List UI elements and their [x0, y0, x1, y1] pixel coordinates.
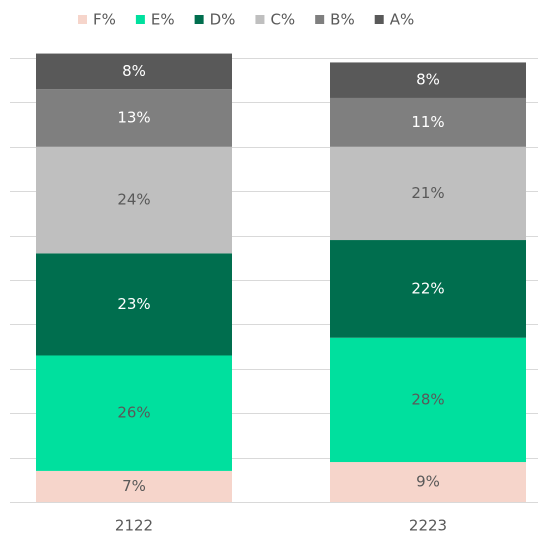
- data-label: 7%: [122, 477, 146, 495]
- legend-swatch: [194, 15, 204, 24]
- bar-segment: [330, 240, 526, 338]
- bar-segment: [36, 253, 232, 356]
- bar-segment: [36, 89, 232, 147]
- legend-label: D%: [210, 11, 236, 29]
- data-label: 23%: [117, 295, 150, 313]
- data-label: 8%: [122, 62, 146, 80]
- bar-segment: [36, 53, 232, 90]
- bar-segment: [330, 62, 526, 98]
- bar-segment: [36, 470, 232, 502]
- data-label: 28%: [411, 390, 444, 408]
- legend-swatch: [315, 15, 325, 24]
- bar-segment: [330, 97, 526, 147]
- data-label: 9%: [416, 473, 440, 491]
- legend-swatch: [78, 15, 87, 24]
- bar-segment: [330, 146, 526, 241]
- data-label: 11%: [411, 113, 444, 131]
- bar-segment: [36, 355, 232, 471]
- legend-swatch: [255, 15, 265, 24]
- legend-label: E%: [151, 11, 175, 29]
- data-label: 21%: [411, 184, 444, 202]
- data-label: 24%: [117, 191, 150, 209]
- data-label: 26%: [117, 404, 150, 422]
- legend-label: F%: [93, 11, 116, 29]
- bar-segment: [330, 462, 526, 502]
- bar-segment: [36, 146, 232, 254]
- legend-label: C%: [270, 11, 295, 29]
- data-label: 8%: [416, 71, 440, 89]
- data-label: 13%: [117, 108, 150, 126]
- bar-segment: [330, 337, 526, 463]
- x-tick-label: 2122: [115, 517, 153, 535]
- legend-swatch: [374, 15, 384, 24]
- legend-label: A%: [390, 11, 415, 29]
- data-label: 22%: [411, 279, 444, 297]
- legend-swatch: [135, 15, 145, 24]
- legend-label: B%: [330, 11, 355, 29]
- x-tick-label: 2223: [409, 517, 447, 535]
